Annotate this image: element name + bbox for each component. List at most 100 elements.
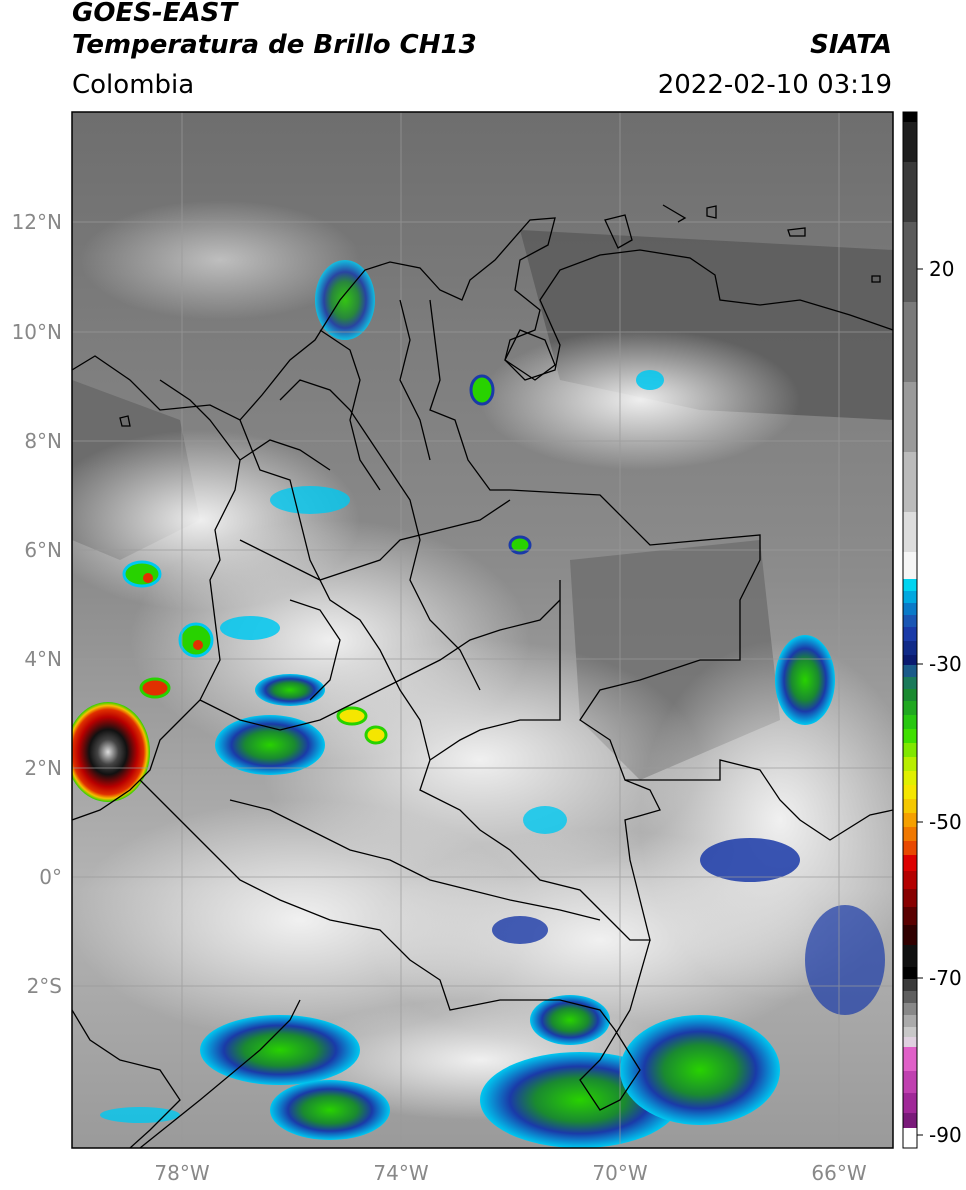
colorbar-segment <box>903 641 917 655</box>
convective-cell <box>469 374 495 406</box>
colorbar-segment <box>903 1027 917 1037</box>
colorbar-segment <box>903 677 917 689</box>
lon-tick-label: 70°W <box>592 1161 647 1185</box>
convective-core <box>143 573 153 583</box>
lat-tick-label: 4°N <box>24 647 62 671</box>
colorbar-segment <box>903 122 917 162</box>
colorbar-segment <box>903 813 917 827</box>
cold-cloud-area <box>523 806 567 834</box>
colorbar-segment <box>903 945 917 967</box>
colorbar-segment <box>903 615 917 627</box>
colorbar-segment <box>903 925 917 945</box>
cloud-field <box>80 200 360 320</box>
colorbar: 20 -30 -50 -70 -90 <box>902 111 962 1149</box>
convective-cluster-south <box>270 1080 390 1140</box>
colorbar-segment <box>903 1047 917 1071</box>
colorbar-tick-label: 20 <box>929 257 954 281</box>
convective-cell <box>508 535 532 555</box>
convective-cluster-east <box>775 635 835 725</box>
convective-core <box>364 725 388 745</box>
lat-tick-label: 2°S <box>27 974 62 998</box>
lon-tick-labels: 78°W 74°W 70°W 66°W <box>154 1161 866 1185</box>
product-title: Temperatura de Brillo CH13 <box>72 30 477 60</box>
colorbar-segment <box>903 757 917 771</box>
colorbar-segment <box>903 1113 917 1128</box>
colorbar-segment <box>903 1128 917 1148</box>
storm-cell <box>139 677 171 699</box>
convective-core <box>193 640 203 650</box>
colorbar-segment <box>903 827 917 841</box>
colorbar-segment <box>903 591 917 603</box>
colorbar-segment <box>903 1093 917 1113</box>
lat-tick-label: 2°N <box>24 756 62 780</box>
colorbar-segment <box>903 222 917 302</box>
colorbar-segment <box>903 799 917 813</box>
convective-core <box>336 706 368 726</box>
colorbar-segment <box>903 907 917 925</box>
colorbar-segment <box>903 112 917 122</box>
lon-tick-label: 78°W <box>154 1161 209 1185</box>
cold-cloud-area <box>220 616 280 640</box>
colorbar-segment <box>903 729 917 743</box>
colorbar-segment <box>903 771 917 785</box>
colorbar-frame <box>902 111 918 1149</box>
lon-tick-label: 66°W <box>811 1161 866 1185</box>
colorbar-segment <box>903 603 917 615</box>
colorbar-segment <box>903 302 917 382</box>
colorbar-segment <box>903 665 917 677</box>
colorbar-segment <box>903 452 917 512</box>
graticule <box>72 112 893 1148</box>
colorbar-segment <box>903 1037 917 1047</box>
cold-cloud-area <box>636 370 664 390</box>
colorbar-segment <box>903 785 917 799</box>
colorbar-segment <box>903 162 917 222</box>
convective-cluster-south <box>200 1015 360 1085</box>
storm-cell-pacific <box>72 702 150 802</box>
colorbar-segment <box>903 715 917 729</box>
colorbar-segment <box>903 689 917 701</box>
lat-tick-label: 0° <box>39 865 62 889</box>
colorbar-segment <box>903 655 917 665</box>
colorbar-segment <box>903 967 917 979</box>
map-frame <box>71 111 894 1149</box>
lat-tick-label: 6°N <box>24 538 62 562</box>
cold-cloud-area <box>270 486 350 514</box>
convective-cluster-south <box>620 1015 780 1125</box>
colorbar-segment <box>903 743 917 757</box>
colorbar-segment <box>903 1003 917 1015</box>
region-label: Colombia <box>72 70 195 100</box>
convective-cluster <box>255 674 325 706</box>
convective-cell <box>122 560 162 588</box>
cold-cloud-area <box>700 838 800 882</box>
colorbar-tick-label: -30 <box>929 652 962 676</box>
colorbar-segment <box>903 1015 917 1027</box>
colorbar-segment <box>903 627 917 641</box>
cold-cloud-area <box>492 916 548 944</box>
cloud-field <box>480 330 800 470</box>
colorbar-segment <box>903 1071 917 1093</box>
lat-tick-label: 10°N <box>12 320 62 344</box>
colorbar-segment <box>903 979 917 991</box>
colorbar-tick-label: -70 <box>929 966 962 990</box>
colorbar-tick-label: -50 <box>929 810 962 834</box>
colorbar-segment <box>903 382 917 452</box>
agency-label: SIATA <box>810 30 892 60</box>
satellite-title: GOES-EAST <box>72 0 238 28</box>
convective-cluster <box>215 715 325 775</box>
colorbar-segment <box>903 855 917 871</box>
coastlines-borders <box>72 204 893 1148</box>
colorbar-segment <box>903 701 917 715</box>
colorbar-segment <box>903 991 917 1003</box>
colorbar-segment <box>903 871 917 889</box>
convective-cell-caribbean <box>315 260 375 340</box>
cold-cloud-area <box>805 905 885 1015</box>
colorbar-segment <box>903 889 917 907</box>
colorbar-tick-label: -90 <box>929 1123 962 1147</box>
lat-tick-labels: 12°N 10°N 8°N 6°N 4°N 2°N 0° 2°S <box>12 210 62 998</box>
convective-cell <box>178 622 214 658</box>
lat-tick-label: 8°N <box>24 429 62 453</box>
lat-tick-label: 12°N <box>12 210 62 234</box>
colorbar-segment <box>903 841 917 855</box>
colorbar-segment <box>903 579 917 591</box>
